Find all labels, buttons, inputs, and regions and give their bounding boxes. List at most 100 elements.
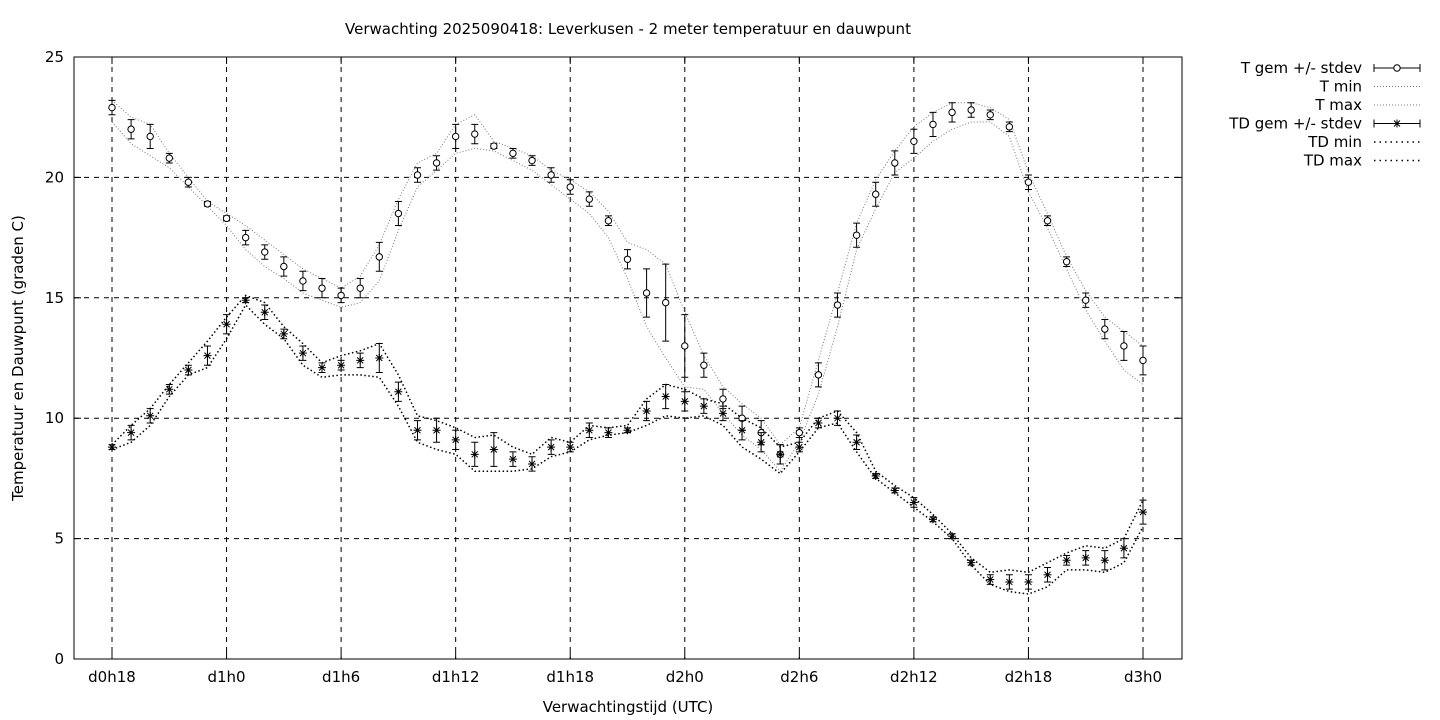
x-tick-label: d0h18 [88,668,136,686]
marker-star [909,498,918,507]
marker-circle [967,106,975,114]
marker-star [127,428,136,437]
legend-label: TD max [1303,152,1362,170]
marker-star [547,443,556,452]
marker-layer [108,99,1147,590]
marker-star [852,438,861,447]
marker-star [871,471,880,480]
range-layer [111,99,1144,595]
x-tick-label: d2h12 [890,668,938,686]
series-td-gem-stdev [108,296,1147,590]
x-tick-label: d1h18 [546,668,594,686]
series-t-gem-stdev [108,99,1147,465]
marker-star [1119,544,1128,553]
y-tick-label: 10 [45,409,64,427]
marker-star [623,426,632,435]
marker-star [718,409,727,418]
marker-circle [661,298,670,307]
marker-circle [1043,217,1052,225]
marker-star [642,406,651,415]
marker-circle [1024,178,1033,186]
marker-star [1139,508,1147,517]
marker-star [489,445,498,454]
marker-star [165,385,174,394]
marker-circle [451,132,460,141]
marker-star [1024,577,1033,586]
marker-star [795,443,804,452]
x-tick-label: d2h18 [1005,668,1053,686]
marker-star [738,426,747,435]
marker-circle [432,159,441,167]
marker-star [318,363,327,372]
marker-circle [1062,257,1071,266]
marker-circle [394,209,403,218]
x-tick-label: d1h12 [432,668,480,686]
y-tick-label: 0 [54,650,64,668]
marker-star [470,450,479,459]
marker-star [1005,577,1014,586]
marker-circle [528,156,536,165]
marker-circle [203,200,212,208]
y-tick-label: 25 [45,48,64,66]
marker-star [394,387,403,396]
marker-star [986,575,995,584]
marker-star [814,419,823,428]
marker-circle [891,159,899,167]
marker-star [604,428,613,437]
marker-star [776,450,785,459]
marker-circle [299,277,307,285]
legend-label: TD min [1307,133,1362,151]
marker-star [1062,556,1071,565]
series-line-td-min [111,303,1144,595]
marker-star [948,532,957,541]
marker-circle [566,183,574,191]
marker-circle [1139,356,1147,365]
marker-star [184,366,193,375]
marker-circle [127,125,135,133]
legend-label: T max [1314,96,1362,114]
marker-circle [318,284,326,292]
y-tick-label: 20 [45,168,64,186]
marker-circle [146,132,154,141]
marker-circle [1120,342,1128,350]
marker-circle [108,103,116,112]
marker-circle [604,217,613,225]
marker-circle [222,214,231,223]
marker-circle [948,108,956,117]
marker-circle [872,190,880,198]
marker-circle [509,149,517,158]
marker-star [241,296,250,305]
marker-star [279,329,288,338]
marker-circle [280,262,288,271]
marker-star [222,320,231,329]
marker-circle [681,342,689,350]
marker-star [680,397,689,406]
marker-star [699,402,708,411]
marker-circle [719,395,727,403]
grid-layer [74,57,1182,659]
marker-circle [184,178,193,186]
marker-star [528,459,537,468]
x-axis-label: Verwachtingstijd (UTC) [543,698,714,716]
x-tick-label: d2h0 [666,668,704,686]
marker-star [508,455,517,464]
marker-star [1043,570,1052,579]
marker-circle [1005,123,1014,131]
marker-circle [833,301,842,309]
x-tick-label: d1h0 [207,668,245,686]
marker-star [203,351,212,360]
marker-star [661,392,670,401]
marker-circle [1082,296,1090,304]
marker-star [967,558,976,567]
plot-frame [73,56,1183,660]
marker-circle [165,154,173,162]
marker-circle [795,428,804,437]
marker-star [566,443,575,452]
y-tick-label: 15 [45,289,64,307]
x-tick-label: d1h6 [322,668,360,686]
marker-circle [910,137,918,145]
x-tick-label: d2h6 [780,668,818,686]
marker-star [337,361,346,370]
y-tick-label: 5 [54,530,64,548]
